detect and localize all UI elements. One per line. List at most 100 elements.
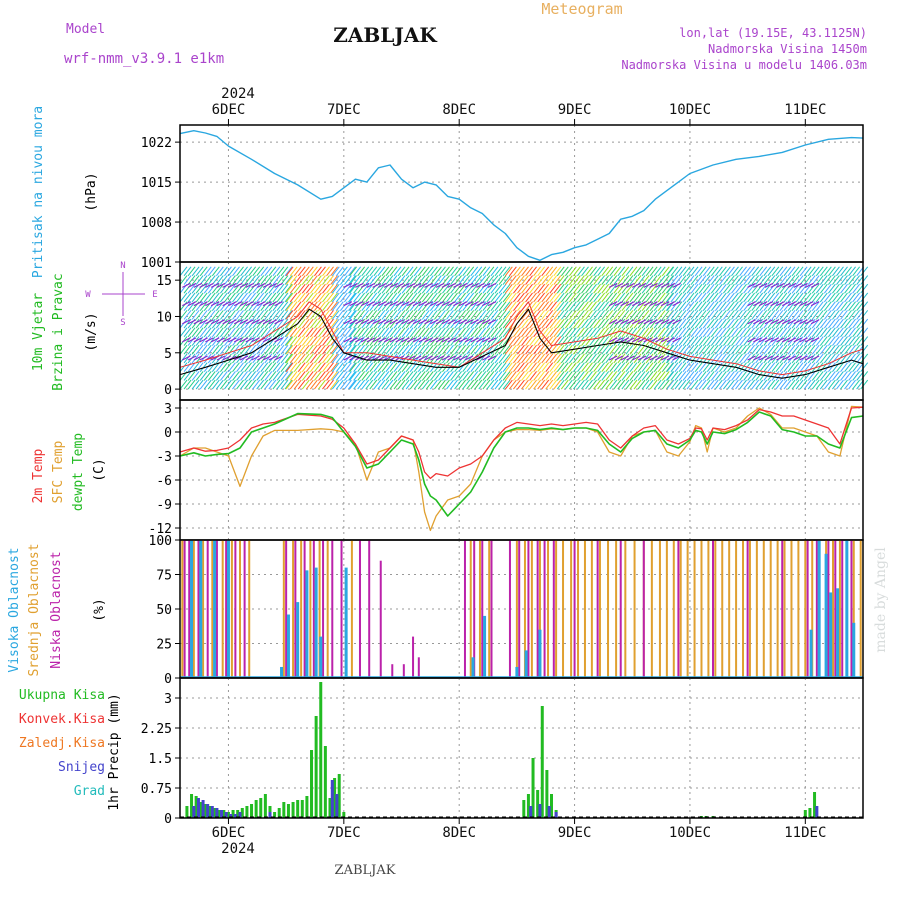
wind-barb [331,379,340,390]
wind-arrow [447,319,456,325]
wind-barb [309,310,318,320]
wind-barb [322,344,330,355]
wind-barb [811,327,820,338]
wind-barb [517,275,525,285]
wind-barb [309,362,318,372]
wind-barb [545,379,554,390]
wind-barb [301,327,310,338]
wind-barb [645,301,654,311]
wind-barb [629,275,638,285]
wind-barb [421,301,430,311]
wind-barb [621,379,630,390]
wind-arrow [274,319,283,325]
wind-barb [517,318,525,329]
wind-barb [373,283,382,294]
wind-arrow [672,282,681,288]
wind-barb [860,310,869,320]
wind-barb [389,371,398,381]
wind-barb [309,301,318,311]
wind-barb [556,301,565,311]
wind-barb [609,344,618,355]
wind-barb [710,353,719,364]
wind-barb [739,318,747,329]
wind-barb [276,379,285,390]
wind-barb [462,266,471,277]
wind-barb [755,292,764,303]
wind-barb [490,371,499,381]
wind-barb [529,379,537,390]
wind-arrow [262,355,272,361]
wind-barb [433,318,442,329]
cloud-bar-srednja [693,540,696,678]
wind-barb [759,371,768,381]
wind-barb [405,292,414,303]
wind-barb [791,344,800,355]
wind-barb [560,275,569,285]
wind-arrow [614,319,624,325]
wind-barb [819,344,828,355]
wind-barb [852,283,861,294]
wind-barb [783,292,792,303]
wind-barb [187,266,196,277]
wind-barb [641,353,650,364]
wind-barb [454,266,462,277]
cloud-bar-niska [358,540,361,678]
wind-barb [490,344,499,355]
wind-barb [272,362,281,372]
wind-barb [795,379,804,390]
wind-barb [508,379,517,390]
wind-arrow [430,319,439,325]
cloud-bar-visoka [524,650,528,678]
wind-barb [365,283,374,294]
wind-barb [702,344,711,355]
wind-barb [702,301,711,311]
wind-barb [641,266,650,277]
wind-barb [413,310,422,320]
wind-barb [369,275,378,285]
wind-barb [429,292,438,303]
cloud-bar-visoka [829,592,833,678]
wind-barb [504,266,513,277]
wind-barb [605,344,614,355]
wind-barb [280,283,289,294]
wind-arrow [458,337,468,343]
wind-barb [498,344,507,355]
wind-barb [199,310,208,320]
wind-arrow [793,301,803,307]
wind-barb [633,318,642,329]
wind-arrow [770,282,779,288]
wind-barb [686,336,695,346]
wind-barb [498,318,507,329]
wind-barb [504,310,513,320]
wind-barb [653,283,662,294]
wind-barb [556,275,565,285]
wind-barb [482,336,491,346]
wind-barb [272,266,281,277]
wind-barb [353,362,362,372]
wind-barb [735,353,743,364]
wind-arrow [776,355,785,361]
day-label-top: 10DEC [669,102,711,118]
wind-arrow [343,282,353,288]
wind-barb [179,292,188,303]
wind-barb [199,292,208,303]
wind-barb [513,336,521,346]
wind-barb [674,318,683,329]
wind-barb [260,327,269,338]
wind-barb [389,336,398,346]
wind-barb [525,275,533,285]
wind-barb [331,266,340,277]
wind-barb [529,301,537,311]
wind-arrow [464,301,474,307]
wind-barb [429,379,438,390]
wind-barb [625,379,634,390]
wind-barb [462,310,471,320]
wind-barb [836,336,844,346]
wind-barb [219,266,228,277]
wind-arrow [747,282,756,288]
wind-barb [694,362,703,372]
wind-barb [525,344,533,355]
wind-barb [827,336,836,346]
wind-barb [401,371,410,381]
wind-arrow [366,337,376,343]
